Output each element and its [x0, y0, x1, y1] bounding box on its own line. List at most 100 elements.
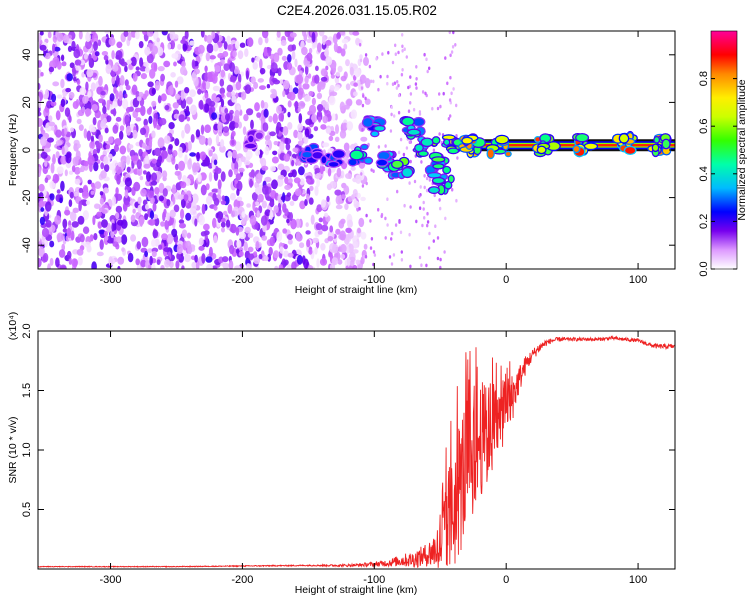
- spectrogram-noise-cell: [153, 147, 162, 157]
- spectrogram-noise-cell: [69, 62, 75, 69]
- spectrogram-noise-cell: [130, 155, 138, 162]
- spectrogram-noise-cell: [135, 258, 140, 266]
- spectrogram-noise-cell: [350, 166, 356, 171]
- spectrogram-noise-cell: [152, 202, 157, 212]
- spectrogram-noise-cell: [320, 243, 326, 251]
- spectrogram-noise-cell: [195, 260, 200, 269]
- spectrogram-noise-cell: [311, 31, 316, 43]
- spectrogram-noise-cell: [217, 121, 223, 132]
- spectrogram-noise-cell: [372, 169, 375, 173]
- spectrogram-signal-cell: [620, 134, 628, 143]
- spectrogram-noise-cell: [330, 91, 338, 97]
- colorbar-tick-label: 0.6: [698, 119, 710, 134]
- spectrogram-noise-cell: [146, 31, 154, 37]
- spectrogram-noise-cell: [209, 55, 217, 60]
- spectrogram-noise-cell: [191, 261, 197, 269]
- spectrogram-noise-cell: [102, 105, 107, 115]
- spectrogram-noise-cell: [284, 31, 291, 38]
- spectrogram-noise-cell: [344, 203, 349, 211]
- spectrogram-noise-cell: [221, 92, 225, 98]
- spectrogram-noise-cell: [258, 37, 263, 46]
- spectrogram-noise-cell: [451, 187, 454, 192]
- spectrogram-noise-cell: [273, 53, 280, 63]
- spectrogram-noise-cell: [38, 231, 41, 242]
- spectrogram-noise-cell: [455, 134, 458, 138]
- spectrogram-noise-cell: [306, 239, 311, 248]
- spectrogram-noise-cell: [61, 61, 67, 67]
- spectrogram-signal-cell: [547, 142, 560, 150]
- spectrogram-noise-cell: [164, 258, 171, 268]
- spectrogram-noise-cell: [251, 192, 258, 201]
- spectrogram-noise-cell: [316, 204, 323, 213]
- spectrogram-noise-cell: [237, 50, 244, 60]
- spectrogram-noise-cell: [364, 78, 371, 89]
- spectrogram-noise-cell: [76, 79, 81, 86]
- spectrogram-noise-cell: [306, 193, 310, 201]
- spectrogram-noise-cell: [362, 254, 366, 259]
- spectrogram-noise-cell: [268, 246, 273, 256]
- spectrogram-noise-cell: [134, 107, 142, 113]
- spectrogram-noise-cell: [294, 58, 298, 68]
- spectrogram-noise-cell: [104, 236, 109, 241]
- spectrogram-noise-cell: [271, 179, 278, 190]
- spectrogram-noise-cell: [345, 173, 352, 179]
- spectrogram-noise-cell: [231, 150, 238, 159]
- spectrogram-noise-cell: [169, 260, 174, 269]
- spectrogram-noise-cell: [140, 259, 147, 268]
- spectrogram-noise-cell: [87, 90, 92, 98]
- spectrogram-noise-cell: [200, 103, 204, 110]
- spectrogram-signal-cell: [444, 139, 450, 145]
- spectrogram-noise-cell: [189, 89, 197, 98]
- spectrogram-noise-cell: [55, 140, 63, 146]
- spectrogram-noise-cell: [418, 112, 422, 116]
- spectrogram-noise-cell: [164, 135, 171, 144]
- spectrogram-noise-cell: [320, 81, 326, 87]
- spectrogram-noise-cell: [415, 219, 418, 224]
- spectrogram-noise-cell: [248, 253, 254, 260]
- spectrogram-noise-cell: [451, 45, 455, 49]
- spectrogram-noise-cell: [370, 237, 374, 241]
- spectrogram-noise-cell: [282, 90, 286, 98]
- spectrogram-noise-cell: [316, 258, 320, 269]
- spectrogram-noise-cell: [273, 140, 279, 146]
- spectrogram-noise-cell: [340, 194, 346, 200]
- spectrogram-noise-cell: [387, 50, 390, 55]
- spectrogram-noise-cell: [415, 65, 418, 69]
- spectrogram-noise-cell: [425, 188, 429, 193]
- spectrogram-noise-cell: [173, 204, 180, 213]
- spectrogram-noise-cell: [137, 170, 141, 176]
- spectrogram-noise-cell: [298, 113, 303, 124]
- spectrogram-noise-cell: [164, 219, 170, 230]
- spectrogram-noise-cell: [61, 146, 65, 155]
- spectrogram-noise-cell: [138, 216, 145, 226]
- spectrogram-noise-cell: [66, 73, 73, 82]
- spectrogram-noise-cell: [287, 111, 291, 118]
- colorbar: 0.0 0.2 0.4 0.6 0.8 Normalized spectral ampl…: [698, 30, 748, 277]
- spectrogram-noise-cell: [176, 76, 184, 85]
- spectrogram-noise-cell: [72, 101, 79, 109]
- spectrogram-noise-cell: [449, 75, 452, 80]
- spectrogram-noise-cell: [314, 167, 321, 174]
- spectrogram-x-ticks: -300 -200 -100 0 100: [100, 31, 647, 286]
- snr-marks: [38, 335, 675, 568]
- spectrogram-noise-cell: [234, 122, 239, 129]
- spectrogram-noise-cell: [438, 92, 441, 96]
- spectrogram-noise-cell: [94, 51, 100, 57]
- spectrogram-noise-cell: [256, 210, 260, 218]
- spectrogram-noise-cell: [83, 160, 89, 167]
- spectrogram-noise-cell: [143, 163, 151, 169]
- spectrogram-noise-cell: [40, 151, 48, 159]
- spectrogram-signal-cell: [433, 137, 440, 144]
- spectrogram-noise-cell: [93, 161, 99, 172]
- spectrogram-noise-cell: [337, 65, 343, 73]
- spectrogram-noise-cell: [386, 74, 389, 79]
- spectrogram-noise-cell: [65, 87, 72, 93]
- spectrogram-noise-cell: [340, 243, 347, 254]
- spectrogram-noise-cell: [128, 144, 134, 149]
- spectrogram-noise-cell: [262, 184, 269, 195]
- spectrogram-signal-cell: [361, 145, 368, 149]
- spectrogram-noise-cell: [299, 200, 306, 210]
- spectrogram-noise-cell: [438, 198, 441, 202]
- spectrogram-noise-cell: [299, 178, 305, 186]
